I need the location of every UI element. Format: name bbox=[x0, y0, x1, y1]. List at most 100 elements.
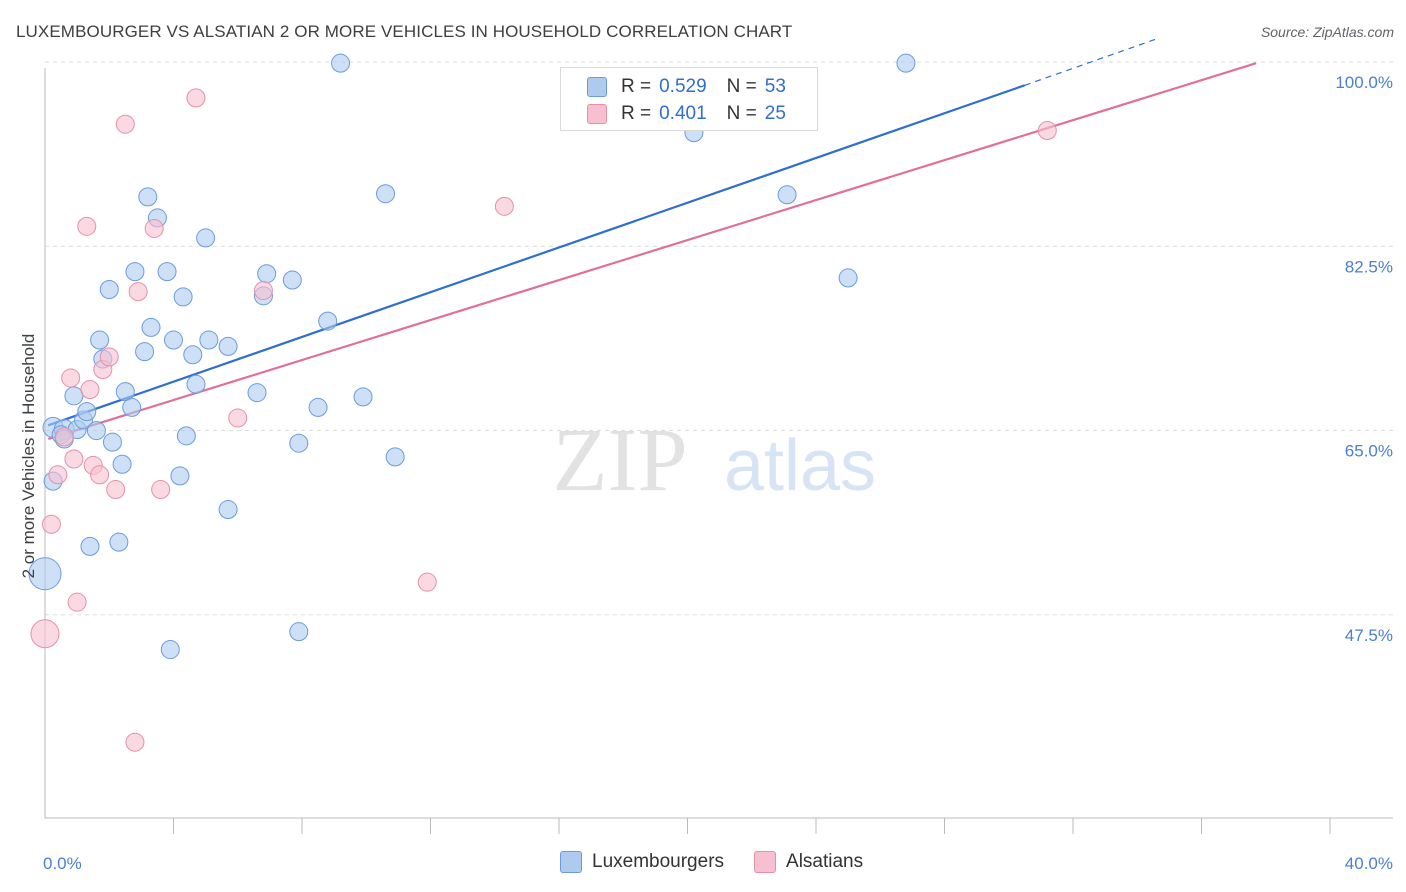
alsatian-point bbox=[99, 347, 119, 367]
source-label: Source: ZipAtlas.com bbox=[1260, 24, 1394, 40]
luxembourger-point bbox=[308, 397, 328, 417]
luxembourger-point bbox=[112, 454, 132, 474]
luxembourger-point bbox=[141, 317, 161, 337]
alsatian-point bbox=[417, 572, 437, 592]
alsatian-point bbox=[90, 465, 110, 485]
alsatian-point bbox=[144, 218, 164, 238]
watermark: ZIP atlas bbox=[553, 411, 877, 510]
luxembourger-point bbox=[183, 345, 203, 365]
bottom-legend: Luxembourgers Alsatians bbox=[560, 851, 893, 873]
luxembourger-point bbox=[385, 447, 405, 467]
alsatian-point bbox=[80, 380, 100, 400]
luxembourger-point bbox=[896, 53, 916, 73]
legend-r-label: R = bbox=[621, 76, 652, 97]
alsatian-point bbox=[41, 514, 61, 534]
luxembourger-point bbox=[99, 280, 119, 300]
alsatian-point bbox=[151, 480, 171, 500]
alsatian-point bbox=[64, 449, 84, 469]
legend-swatch-blue bbox=[587, 77, 607, 97]
alsatian-point bbox=[253, 281, 273, 301]
alsatian-point bbox=[494, 196, 514, 216]
alsatian-point bbox=[128, 282, 148, 302]
bottom-legend-label: Alsatians bbox=[786, 851, 864, 872]
legend-n-value: 53 bbox=[764, 76, 786, 97]
data-points bbox=[28, 53, 1057, 752]
luxembourger-point bbox=[196, 228, 216, 248]
luxembourger-point bbox=[199, 330, 219, 350]
legend-r-value: 0.529 bbox=[659, 76, 707, 97]
luxembourger-point bbox=[218, 336, 238, 356]
luxembourger-point bbox=[289, 622, 309, 642]
grid-lines bbox=[45, 61, 1393, 616]
luxembourger-point bbox=[218, 500, 238, 520]
alsatian-point bbox=[54, 427, 74, 447]
y-tick-label: 47.5% bbox=[1345, 626, 1393, 645]
trend-line-extension bbox=[1024, 38, 1157, 86]
legend: R = 0.529 N = 53 R = 0.401 N = 25 bbox=[560, 67, 818, 131]
alsatian-point bbox=[186, 88, 206, 108]
legend-row-alsatians: R = 0.401 N = 25 bbox=[587, 102, 786, 126]
alsatian-point bbox=[228, 408, 248, 428]
luxembourger-point bbox=[186, 374, 206, 394]
y-axis-label: 2 or more Vehicles in Household bbox=[19, 334, 38, 579]
alsatian-point bbox=[77, 216, 97, 236]
luxembourger-point bbox=[164, 330, 183, 350]
watermark-atlas: atlas bbox=[724, 426, 876, 506]
legend-row-luxembourgers: R = 0.529 N = 53 bbox=[587, 75, 786, 99]
legend-n-label: N = bbox=[726, 76, 757, 97]
alsatian-point bbox=[61, 368, 81, 388]
bottom-legend-swatch-blue bbox=[560, 851, 582, 873]
axes bbox=[44, 68, 1393, 834]
luxembourger-point bbox=[138, 187, 158, 207]
luxembourger-point bbox=[170, 466, 190, 486]
luxembourger-point bbox=[64, 386, 84, 406]
luxembourger-point bbox=[173, 287, 193, 307]
watermark-zip: ZIP bbox=[553, 411, 688, 510]
luxembourger-point bbox=[353, 387, 373, 407]
luxembourger-point bbox=[176, 426, 196, 446]
luxembourger-point bbox=[777, 185, 797, 205]
luxembourger-point bbox=[90, 330, 110, 350]
luxembourger-point bbox=[109, 532, 129, 552]
luxembourger-point bbox=[28, 557, 62, 591]
alsatian-point bbox=[125, 732, 145, 752]
alsatian-point bbox=[1037, 121, 1057, 141]
luxembourger-point bbox=[257, 264, 277, 284]
alsatian-point bbox=[115, 114, 135, 134]
legend-r-label: R = bbox=[621, 103, 652, 124]
legend-r-value: 0.401 bbox=[659, 103, 707, 124]
alsatian-point bbox=[30, 619, 60, 649]
bottom-legend-luxembourgers: Luxembourgers bbox=[560, 851, 724, 873]
trend-line bbox=[47, 84, 1026, 427]
luxembourger-point bbox=[86, 421, 106, 441]
legend-swatch-pink bbox=[587, 104, 607, 124]
bottom-legend-label: Luxembourgers bbox=[592, 851, 725, 872]
luxembourger-point bbox=[80, 536, 100, 556]
alsatian-point bbox=[67, 592, 87, 612]
luxembourger-point bbox=[135, 342, 155, 362]
luxembourger-point bbox=[376, 184, 396, 204]
x-tick-label: 40.0% bbox=[1345, 854, 1393, 873]
legend-n-label: N = bbox=[726, 103, 757, 124]
luxembourger-point bbox=[289, 433, 309, 453]
bottom-legend-swatch-pink bbox=[754, 851, 777, 873]
luxembourger-point bbox=[125, 262, 145, 282]
legend-n-value: 25 bbox=[764, 103, 786, 124]
luxembourger-point bbox=[157, 262, 177, 282]
luxembourger-point bbox=[102, 432, 122, 452]
alsatian-point bbox=[48, 465, 68, 485]
luxembourger-point bbox=[160, 640, 180, 660]
luxembourger-point bbox=[838, 268, 858, 288]
y-tick-label: 82.5% bbox=[1345, 257, 1393, 276]
luxembourger-point bbox=[247, 383, 267, 403]
y-tick-label: 100.0% bbox=[1335, 73, 1393, 92]
luxembourger-point bbox=[77, 402, 97, 422]
luxembourger-point bbox=[331, 53, 351, 73]
bottom-legend-alsatians: Alsatians bbox=[754, 851, 863, 873]
luxembourger-point bbox=[282, 270, 302, 290]
chart-title: LUXEMBOURGER VS ALSATIAN 2 OR MORE VEHIC… bbox=[16, 22, 793, 41]
tick-labels: 47.5% 65.0% 82.5% 100.0% 0.0% 40.0% bbox=[43, 73, 1393, 873]
luxembourger-point bbox=[122, 397, 142, 417]
x-tick-label: 0.0% bbox=[43, 854, 82, 873]
